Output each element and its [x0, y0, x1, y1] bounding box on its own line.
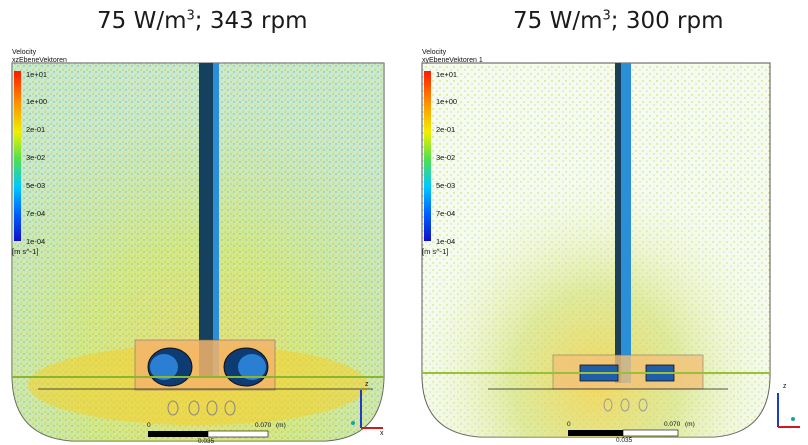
scale-start-label: 0 — [147, 422, 151, 429]
legend-tick: 2e-01 — [26, 125, 46, 134]
scale-bar-white — [622, 429, 679, 437]
legend-title: Velocity — [422, 49, 447, 56]
scale-bar-black — [568, 430, 623, 436]
scale-end-label: 0.070 — [255, 422, 272, 429]
scale-bar-black — [148, 431, 208, 437]
scale-unit-label: (m) — [276, 422, 286, 429]
legend-subtitle: xyEbeneVektoren 1 — [422, 57, 483, 64]
legend-tick: 1e+00 — [436, 97, 458, 106]
color-scale-bar — [14, 71, 21, 241]
scale-start-label: 0 — [567, 421, 571, 428]
title-suffix: ; 343 rpm — [194, 8, 308, 34]
legend-tick: 5e-03 — [26, 181, 46, 190]
legend-title: Velocity — [12, 49, 37, 56]
title-text: 75 W/m — [513, 8, 603, 34]
legend-tick: 2e-01 — [436, 125, 456, 134]
scale-mid-label: 0.035 — [616, 437, 633, 444]
legend-tick: 1e+00 — [26, 97, 48, 106]
shaft — [199, 63, 213, 378]
axis-x-label: x — [380, 430, 384, 437]
legend-tick: 3e-02 — [26, 153, 46, 162]
legend-tick: 3e-02 — [436, 153, 456, 162]
title-text: 75 W/m — [97, 8, 187, 34]
cfd-panel-right: Velocity xyEbeneVektoren 1 1e+01 1e+00 2… — [418, 45, 808, 445]
title-superscript: 3 — [186, 8, 195, 24]
legend-tick: 1e+01 — [436, 70, 458, 79]
legend: Velocity xzEbeneVektoren — [12, 49, 67, 65]
flow-field-image-right — [421, 62, 800, 438]
panel-title-right: 75 W/m3; 300 rpm — [513, 8, 724, 34]
legend-subtitle: xzEbeneVektoren — [12, 57, 67, 64]
axis-z-label: z — [365, 381, 369, 388]
legend-tick: 1e-04 — [26, 237, 46, 246]
legend-unit: [m s^-1] — [12, 247, 39, 256]
flow-field-image-left — [11, 62, 385, 442]
title-suffix: ; 300 rpm — [610, 8, 724, 34]
title-superscript: 3 — [602, 8, 611, 24]
legend: Velocity xyEbeneVektoren 1 — [422, 49, 483, 65]
axis-z-label: z — [783, 383, 787, 390]
scale-bar-white — [207, 430, 269, 438]
legend-tick: 7e-04 — [26, 209, 46, 218]
legend-tick: 1e-04 — [436, 237, 456, 246]
shaft — [615, 63, 621, 383]
scale-mid-label: 0.035 — [198, 438, 215, 445]
legend-tick: 7e-04 — [436, 209, 456, 218]
legend-unit: [m s^-1] — [422, 247, 449, 256]
scale-unit-label: (m) — [685, 421, 695, 428]
scale-end-label: 0.070 — [664, 421, 681, 428]
cfd-panel-left: Velocity xzEbeneVektoren 1e+01 1e+00 2e-… — [8, 45, 398, 445]
legend-tick: 1e+01 — [26, 70, 48, 79]
legend-tick: 5e-03 — [436, 181, 456, 190]
color-scale-bar — [424, 71, 431, 241]
panel-title-left: 75 W/m3; 343 rpm — [97, 8, 308, 34]
